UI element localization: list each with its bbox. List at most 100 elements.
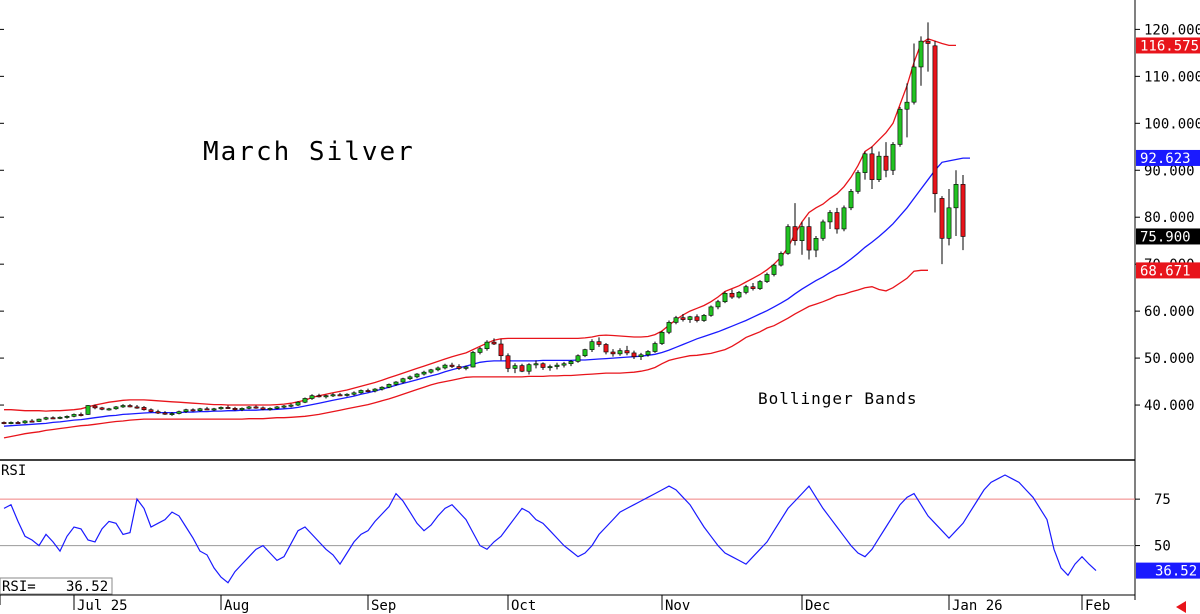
candle [337, 392, 343, 397]
candle [253, 405, 259, 409]
price-badges: 116.575 92.623 75.900 68.671 [1136, 37, 1200, 279]
candle-body [652, 343, 658, 352]
candle [505, 353, 511, 373]
price-tick-label: 100.000 [1144, 116, 1200, 132]
candle-body [204, 408, 210, 411]
candle-body [99, 407, 105, 410]
rsi-badge-box [1136, 562, 1200, 579]
candle [848, 189, 854, 211]
scroll-arrow-icon[interactable] [1176, 601, 1186, 613]
x-tick-label: Jan 26 [952, 598, 1003, 614]
candle-body [134, 406, 140, 409]
price-tick-label: 60.000 [1144, 304, 1195, 320]
candle [239, 407, 245, 412]
candle [939, 196, 945, 265]
candle [351, 391, 357, 396]
candle-body [1, 422, 7, 424]
candle-body [799, 226, 805, 241]
x-tick-label: Feb [1085, 598, 1110, 614]
candle-body [631, 352, 637, 357]
candle-body [127, 405, 133, 408]
candle [428, 368, 434, 374]
candle-body [8, 422, 14, 424]
candle-body [575, 355, 581, 362]
candle [421, 370, 427, 376]
candle [29, 419, 35, 423]
candle-body [267, 408, 273, 410]
candle-body [729, 292, 735, 298]
candle-body [71, 414, 77, 417]
rsi-badge: 36.52 [1136, 562, 1200, 580]
candle-body [260, 407, 266, 410]
candle-body [946, 207, 952, 239]
candle [120, 404, 126, 408]
candle [953, 170, 959, 236]
candle [477, 346, 483, 355]
candle-body [820, 221, 826, 239]
candle-body [169, 413, 175, 415]
candle [99, 406, 105, 411]
candle-body [386, 384, 392, 388]
candle [190, 408, 196, 412]
candle-body [379, 386, 385, 390]
candle [498, 339, 504, 361]
candle [960, 174, 966, 251]
candle [799, 221, 805, 255]
candle-body [162, 412, 168, 415]
lower-band-line [3, 269, 928, 439]
candle [8, 421, 14, 425]
x-tick-label: Oct [511, 598, 536, 614]
candle-body [323, 395, 329, 398]
time-axis-labels: Jul 25 Aug Sep Oct Nov Dec Jan 26 Feb [0, 595, 1110, 614]
price-badge-label: 116.575 [1140, 38, 1199, 54]
candle-body [596, 341, 602, 345]
candle [155, 409, 161, 414]
candle-body [365, 390, 371, 392]
candle-body [638, 354, 644, 357]
candle-body [715, 301, 721, 308]
candle [757, 280, 763, 290]
candle-body [533, 363, 539, 366]
candle [897, 106, 903, 147]
candle [596, 337, 602, 347]
candle-body [470, 352, 476, 368]
candle [491, 338, 497, 345]
candle-body [953, 184, 959, 209]
candle [645, 350, 651, 357]
candle [85, 405, 91, 415]
candle-body [225, 407, 231, 409]
candle [680, 313, 686, 322]
x-tick-label: Sep [371, 598, 396, 614]
candle [582, 348, 588, 358]
candle-body [407, 376, 413, 380]
rsi-series [3, 474, 1097, 584]
candle-body [43, 417, 49, 420]
candle [771, 263, 777, 277]
candle [127, 404, 133, 408]
candle-body [757, 281, 763, 289]
candle-body [29, 420, 35, 423]
candle [946, 189, 952, 246]
candle [729, 289, 735, 299]
candle-body [890, 144, 896, 171]
bollinger-annotation: Bollinger Bands [758, 389, 918, 408]
candle [211, 407, 217, 412]
candle [785, 224, 791, 255]
candle-body [344, 393, 350, 396]
candle [876, 151, 882, 182]
candle-body [477, 348, 483, 353]
candle [708, 305, 714, 317]
candle [365, 388, 371, 393]
candle [554, 362, 560, 370]
candle-body [722, 292, 728, 303]
candle-body [547, 366, 553, 369]
candle-body [792, 226, 798, 241]
candle [449, 362, 455, 368]
candle-body [862, 153, 868, 173]
price-tick-label: 90.000 [1144, 163, 1195, 179]
candle [470, 351, 476, 368]
candle [932, 41, 938, 213]
price-tick-label: 50.000 [1144, 351, 1195, 367]
candle-body [512, 365, 518, 369]
candle-body [918, 40, 924, 68]
